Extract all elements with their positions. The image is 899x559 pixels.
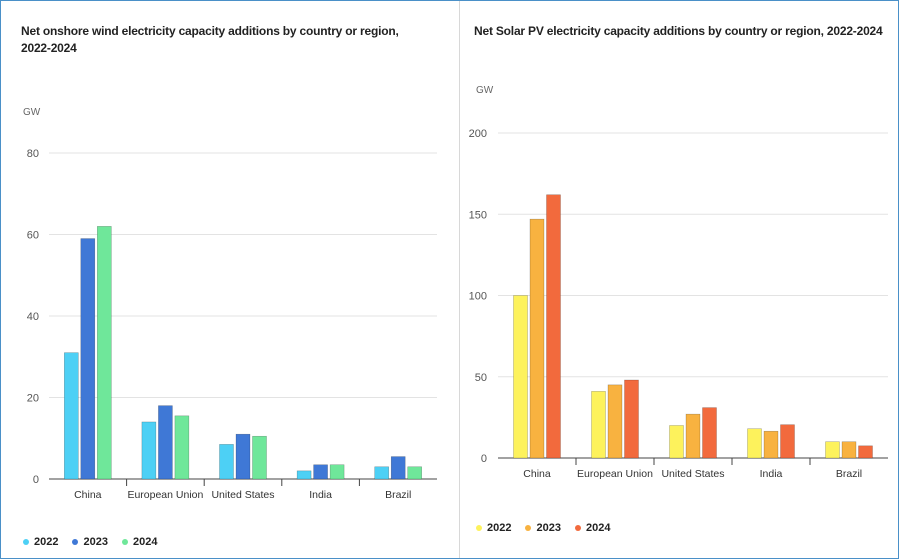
bar-2022-china[interactable] — [513, 295, 528, 459]
bar-2023-china[interactable] — [529, 218, 545, 459]
bar-2022-european-union[interactable] — [591, 391, 606, 459]
bar-2022-european-union[interactable] — [141, 421, 157, 480]
solar-chart-title: Net Solar PV electricity capacity additi… — [474, 24, 883, 38]
legend-item-2024[interactable]: 2024 — [574, 522, 611, 534]
legend-item-2023[interactable]: 2023 — [525, 522, 561, 534]
bar-2023-brazil[interactable] — [841, 441, 857, 459]
y-tick-label: 150 — [469, 209, 487, 221]
bar-2023-united-states[interactable] — [685, 413, 701, 459]
x-tick-label: China — [74, 489, 102, 501]
legend-swatch — [525, 525, 532, 531]
legend-item-2022[interactable]: 2022 — [476, 522, 511, 534]
solar-legend: 2022 2023 2024 — [476, 522, 624, 534]
solar-unit-label: GW — [476, 85, 494, 96]
x-tick-label: India — [309, 489, 332, 501]
bar-2024-india[interactable] — [329, 464, 345, 480]
solar-chart-panel: Net Solar PV electricity capacity additi… — [459, 1, 899, 558]
legend-swatch — [121, 539, 128, 545]
y-tick-label: 0 — [33, 474, 39, 486]
x-tick-label: China — [523, 468, 551, 480]
bar-2023-united-states[interactable] — [235, 433, 251, 480]
bar-2024-brazil[interactable] — [858, 445, 873, 459]
legend-swatch — [72, 539, 79, 545]
wind-bar-chart: 0 20 40 60 80 China European Union United State… — [27, 148, 437, 501]
wind-chart-title: Net onshore wind electricity capacity ad… — [21, 24, 399, 55]
bar-2024-india[interactable] — [780, 424, 795, 459]
legend-item-2023[interactable]: 2023 — [72, 536, 108, 548]
bar-2024-european-union[interactable] — [174, 415, 190, 480]
bar-2023-brazil[interactable] — [390, 456, 406, 480]
bar-2024-brazil[interactable] — [407, 466, 422, 480]
legend-label: 2022 — [34, 536, 59, 548]
bar-2024-european-union[interactable] — [624, 379, 639, 459]
legend-label: 2023 — [536, 522, 561, 534]
wind-unit-label: GW — [23, 107, 41, 118]
bar-2022-brazil[interactable] — [825, 441, 840, 459]
legend-swatch — [23, 539, 29, 545]
wind-chart-panel: Net onshore wind electricity capacity ad… — [1, 1, 453, 558]
bar-2023-india[interactable] — [313, 464, 328, 480]
bar-2022-india[interactable] — [747, 428, 762, 459]
bar-2024-china[interactable] — [97, 226, 112, 480]
bar-2023-european-union[interactable] — [607, 384, 623, 459]
solar-bar-chart: 0 50 100 150 200 China European Union United St… — [469, 128, 888, 480]
bar-2023-india[interactable] — [763, 430, 779, 459]
bar-2024-united-states[interactable] — [252, 435, 267, 480]
y-tick-label: 100 — [469, 291, 487, 303]
bar-2022-china[interactable] — [64, 352, 79, 480]
y-tick-label: 60 — [27, 230, 39, 242]
legend-label: 2024 — [585, 522, 611, 534]
y-tick-label: 50 — [475, 372, 487, 384]
bar-2022-united-states[interactable] — [669, 425, 684, 459]
bar-2023-china[interactable] — [80, 238, 96, 480]
y-tick-label: 40 — [27, 311, 39, 323]
bar-2023-european-union[interactable] — [158, 405, 173, 480]
x-tick-label: Brazil — [385, 489, 411, 501]
y-tick-label: 20 — [27, 393, 39, 405]
bar-2022-united-states[interactable] — [219, 444, 234, 480]
legend-swatch — [476, 525, 482, 531]
bar-2022-india[interactable] — [296, 470, 312, 480]
legend-label: 2024 — [132, 536, 158, 548]
y-tick-label: 80 — [27, 148, 39, 160]
legend-item-2022[interactable]: 2022 — [23, 536, 58, 548]
bar-2024-united-states[interactable] — [702, 407, 717, 459]
bar-2022-brazil[interactable] — [374, 466, 389, 480]
x-tick-label: European Union — [127, 489, 203, 501]
x-tick-label: United States — [211, 489, 274, 501]
x-tick-label: India — [760, 468, 783, 480]
legend-swatch — [574, 525, 581, 531]
bar-2024-china[interactable] — [546, 194, 561, 459]
legend-item-2024[interactable]: 2024 — [121, 536, 158, 548]
y-tick-label: 0 — [481, 453, 487, 465]
wind-legend: 2022 2023 2024 — [23, 536, 171, 548]
y-tick-label: 200 — [469, 128, 487, 140]
legend-label: 2023 — [83, 536, 108, 548]
legend-label: 2022 — [487, 522, 512, 534]
x-tick-label: United States — [661, 468, 724, 480]
x-tick-label: European Union — [577, 468, 653, 480]
x-tick-label: Brazil — [836, 468, 862, 480]
